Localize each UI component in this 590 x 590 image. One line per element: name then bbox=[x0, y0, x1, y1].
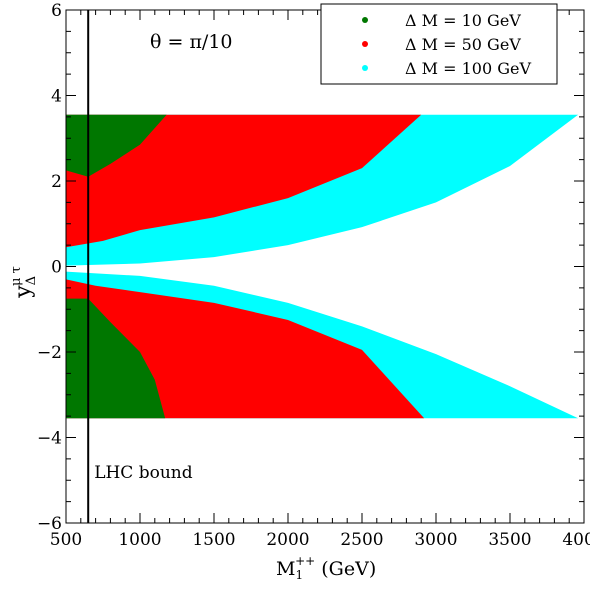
legend-label: Δ M = 10 GeV bbox=[405, 11, 521, 30]
x-tick-label: 3500 bbox=[488, 530, 531, 550]
legend-items: Δ M = 10 GeV Δ M = 50 GeV Δ M = 100 GeV bbox=[362, 11, 531, 78]
legend-label: Δ M = 100 GeV bbox=[405, 59, 531, 78]
y-axis-label-superscript: μ τ bbox=[9, 266, 24, 286]
x-tick-label: 2500 bbox=[340, 530, 383, 550]
x-axis-label: M1++ (GeV) bbox=[276, 554, 376, 582]
y-axis-label-main: y bbox=[11, 285, 36, 299]
y-tick-label: 2 bbox=[51, 172, 62, 192]
y-tick-label: −6 bbox=[37, 514, 62, 534]
scatter-regions bbox=[66, 114, 579, 419]
x-tick-label: 1500 bbox=[192, 530, 235, 550]
dm50-upper-region bbox=[66, 114, 422, 248]
x-tick-label: 4000 bbox=[562, 530, 590, 550]
legend-marker bbox=[362, 41, 368, 47]
x-tick-label: 1000 bbox=[118, 530, 161, 550]
x-tick-label: 2000 bbox=[266, 530, 309, 550]
legend-marker bbox=[362, 17, 368, 23]
x-axis-label-main: M bbox=[276, 558, 295, 580]
x-axis-label-unit: (GeV) bbox=[315, 558, 376, 580]
y-tick-label: −4 bbox=[37, 429, 62, 449]
legend: Δ M = 10 GeV Δ M = 50 GeV Δ M = 100 GeV bbox=[320, 3, 558, 85]
lhc-bound-label: LHC bound bbox=[94, 463, 193, 483]
y-axis-label-subscript: Δ bbox=[24, 276, 39, 285]
legend-marker bbox=[362, 65, 368, 71]
y-tick-label: 6 bbox=[51, 1, 62, 21]
x-tick-label: 3000 bbox=[414, 530, 457, 550]
x-tick-label: 500 bbox=[50, 530, 82, 550]
legend-box bbox=[320, 3, 558, 85]
y-tick-label: 0 bbox=[51, 258, 62, 278]
axis-ticks: 500 1000 1500 2000 2500 3000 3500 4000 −6 −4 −2 0 2 4… bbox=[37, 1, 590, 550]
theta-annotation: θ = π/10 bbox=[150, 31, 233, 53]
y-axis-label: yΔμ τ bbox=[9, 266, 39, 299]
x-axis-label-subscript: 1 bbox=[295, 568, 303, 582]
dm10-lower-region bbox=[66, 298, 166, 419]
y-tick-label: 4 bbox=[51, 87, 62, 107]
y-tick-label: −2 bbox=[37, 343, 62, 363]
x-axis-label-superscript: ++ bbox=[295, 554, 315, 568]
dm10-upper-region bbox=[66, 114, 167, 177]
legend-label: Δ M = 50 GeV bbox=[405, 35, 521, 54]
